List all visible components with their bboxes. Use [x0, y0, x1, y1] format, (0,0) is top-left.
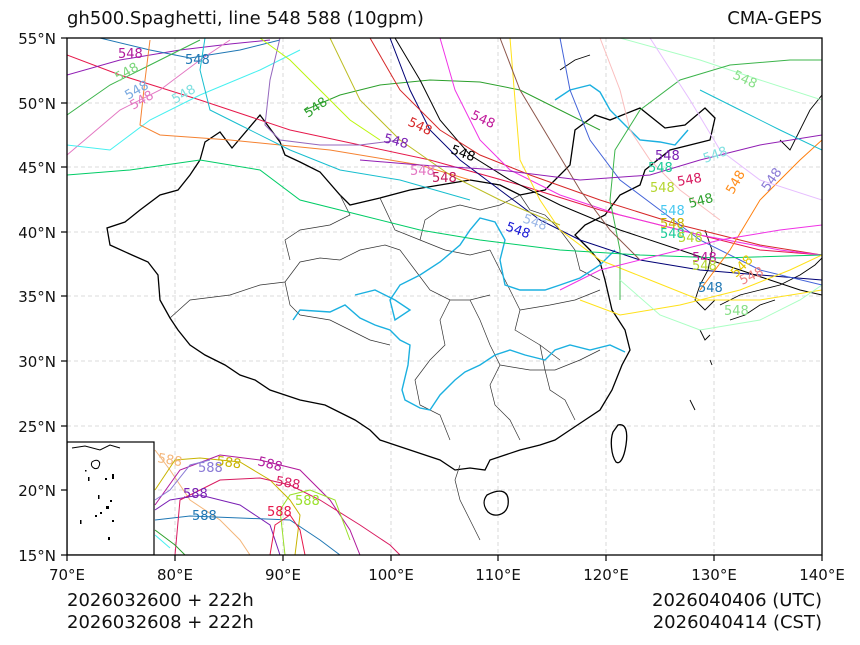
rivers — [292, 84, 689, 411]
lon-tick-labels: 70°E 80°E 90°E 100°E 110°E 120°E 130°E 1… — [49, 566, 845, 584]
svg-text:120°E: 120°E — [583, 566, 629, 584]
svg-text:548: 548 — [759, 165, 786, 194]
lat-tick-labels: 15°N 20°N 25°N 30°N 35°N 40°N 45°N 50°N … — [18, 30, 56, 565]
svg-text:548: 548 — [698, 281, 723, 296]
svg-text:548: 548 — [660, 204, 685, 219]
svg-text:40°N: 40°N — [18, 224, 56, 242]
svg-text:588: 588 — [256, 454, 284, 475]
taiwan-island — [610, 424, 628, 464]
svg-text:548: 548 — [692, 251, 717, 266]
valid-time-utc: 2026040406 (UTC) — [652, 590, 822, 611]
svg-text:45°N: 45°N — [18, 159, 56, 177]
svg-text:548: 548 — [382, 131, 410, 152]
svg-text:588: 588 — [183, 487, 208, 502]
korea-japan-coast — [559, 54, 822, 411]
svg-text:55°N: 55°N — [18, 30, 56, 48]
svg-text:30°N: 30°N — [18, 353, 56, 371]
init-time-block: 2026032600 + 222h 2026032608 + 222h — [67, 590, 254, 634]
svg-text:548: 548 — [678, 231, 703, 246]
svg-text:588: 588 — [295, 494, 320, 509]
svg-text:548: 548 — [449, 143, 477, 166]
contour-548-lines — [67, 38, 822, 331]
hainan-island — [483, 490, 509, 516]
svg-text:548: 548 — [185, 53, 210, 68]
svg-text:548: 548 — [170, 82, 199, 107]
contour-548-labels: 548 548 548 548 548 548 548 548 548 548 … — [113, 47, 786, 319]
svg-text:90°E: 90°E — [265, 566, 301, 584]
svg-text:15°N: 15°N — [18, 547, 56, 565]
svg-text:548: 548 — [302, 95, 331, 122]
svg-text:548: 548 — [410, 164, 435, 179]
contour-588-lines — [154, 449, 401, 555]
svg-text:50°N: 50°N — [18, 95, 56, 113]
svg-text:130°E: 130°E — [691, 566, 737, 584]
svg-text:548: 548 — [723, 168, 748, 197]
valid-time-block: 2026040406 (UTC) 2026040414 (CST) — [652, 590, 822, 634]
svg-text:588: 588 — [215, 454, 242, 472]
svg-text:548: 548 — [650, 181, 675, 196]
svg-text:588: 588 — [198, 461, 223, 476]
svg-text:35°N: 35°N — [18, 288, 56, 306]
gridlines — [67, 38, 822, 555]
svg-text:548: 548 — [655, 149, 680, 164]
svg-text:548: 548 — [701, 144, 729, 167]
svg-text:548: 548 — [468, 108, 497, 132]
svg-text:548: 548 — [676, 171, 703, 190]
svg-text:588: 588 — [267, 505, 292, 520]
svg-text:548: 548 — [660, 227, 685, 242]
svg-text:100°E: 100°E — [368, 566, 414, 584]
axis-ticks — [61, 37, 823, 561]
china-border — [106, 107, 716, 471]
svg-text:548: 548 — [405, 115, 434, 139]
init-time-utc: 2026032600 + 222h — [67, 590, 254, 611]
svg-text:70°E: 70°E — [49, 566, 85, 584]
svg-text:80°E: 80°E — [157, 566, 193, 584]
svg-text:548: 548 — [648, 161, 673, 176]
svg-text:548: 548 — [687, 191, 715, 212]
svg-text:588: 588 — [156, 451, 183, 470]
svg-text:25°N: 25°N — [18, 418, 56, 436]
model-label: CMA-GEPS — [727, 8, 822, 29]
south-china-sea-inset — [67, 441, 155, 555]
svg-text:548: 548 — [660, 217, 685, 232]
svg-text:110°E: 110°E — [475, 566, 521, 584]
svg-text:548: 548 — [692, 259, 717, 274]
svg-text:548: 548 — [432, 171, 457, 186]
init-time-cst: 2026032608 + 222h — [67, 612, 254, 633]
valid-time-cst: 2026040414 (CST) — [652, 612, 822, 633]
svg-text:548: 548 — [730, 68, 759, 92]
svg-text:588: 588 — [192, 509, 217, 524]
contour-588-labels: 588 588 588 588 588 588 588 588 588 — [156, 451, 320, 524]
svg-text:20°N: 20°N — [18, 482, 56, 500]
svg-text:548: 548 — [724, 304, 749, 319]
svg-text:548: 548 — [118, 47, 143, 62]
chart-title: gh500.Spaghetti, line 548 588 (10gpm) — [67, 8, 424, 29]
svg-text:588: 588 — [274, 474, 301, 493]
svg-text:140°E: 140°E — [799, 566, 845, 584]
